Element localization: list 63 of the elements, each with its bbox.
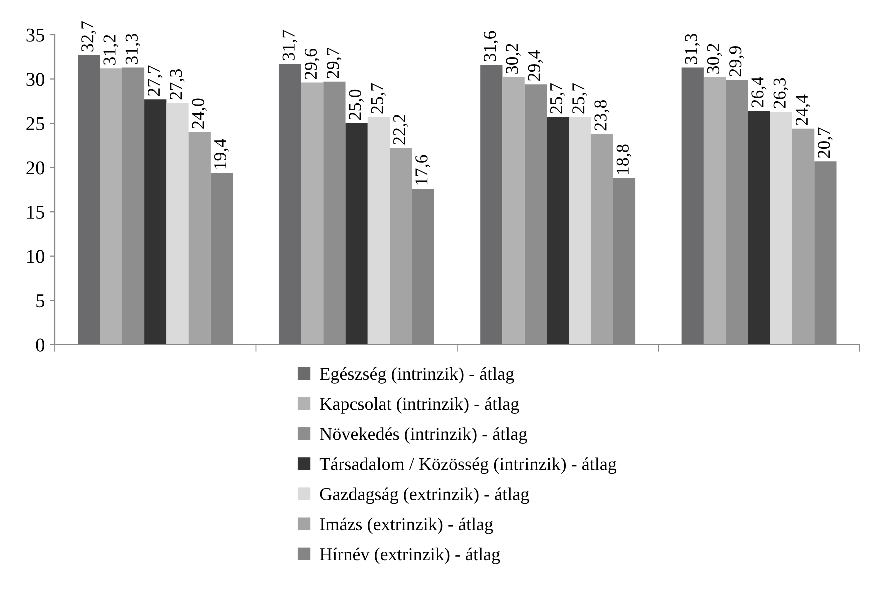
legend-label: Imázs (extrinzik) - átlag bbox=[320, 518, 494, 534]
bar bbox=[792, 128, 815, 345]
data-label: 31,3 bbox=[126, 34, 141, 64]
bar bbox=[279, 64, 302, 345]
data-label: 30,2 bbox=[707, 44, 722, 74]
y-tick-label: 10 bbox=[28, 250, 45, 264]
data-label: 26,3 bbox=[774, 78, 789, 108]
bar bbox=[569, 117, 592, 345]
data-label: 25,7 bbox=[371, 83, 386, 114]
legend-label: Egészség (intrinzik) - átlag bbox=[320, 367, 514, 384]
bar bbox=[704, 77, 726, 345]
data-label: 31,2 bbox=[104, 35, 118, 65]
data-label: 29,7 bbox=[327, 48, 342, 78]
data-label: 18,8 bbox=[616, 144, 632, 174]
bar bbox=[188, 132, 211, 345]
y-tick-label: 15 bbox=[28, 206, 45, 220]
data-label: 29,9 bbox=[730, 46, 744, 77]
bar bbox=[502, 77, 525, 345]
y-tick-label: 30 bbox=[26, 73, 45, 86]
bar bbox=[390, 148, 412, 345]
bar bbox=[591, 134, 614, 345]
data-label: 22,2 bbox=[393, 114, 408, 145]
data-label: 31,3 bbox=[685, 34, 700, 64]
legend-label: Társadalom / Közösség (intrinzik) - átlag bbox=[320, 458, 617, 474]
data-label: 31,6 bbox=[484, 31, 499, 62]
data-label: 20,7 bbox=[818, 128, 833, 158]
legend-label: Gazdagság (extrinzik) - átlag bbox=[320, 488, 530, 504]
data-label: 29,4 bbox=[528, 50, 544, 81]
bar bbox=[547, 117, 570, 345]
data-label: 25,7 bbox=[572, 83, 588, 114]
data-label: 24,0 bbox=[192, 98, 207, 129]
data-label: 27,3 bbox=[170, 69, 185, 100]
data-label: 25,0 bbox=[349, 90, 364, 120]
bar bbox=[144, 100, 167, 345]
bar bbox=[480, 65, 503, 345]
bar bbox=[748, 111, 770, 345]
data-label: 19,4 bbox=[214, 139, 230, 169]
y-tick-label: 0 bbox=[36, 338, 45, 352]
data-label: 24,4 bbox=[796, 94, 811, 126]
data-label: 25,7 bbox=[550, 83, 566, 114]
y-tick-label: 35 bbox=[26, 28, 45, 42]
y-tick-label: 25 bbox=[26, 117, 45, 130]
data-label: 17,6 bbox=[416, 155, 430, 185]
bar bbox=[770, 112, 792, 345]
bar bbox=[682, 68, 704, 345]
bar bbox=[78, 55, 100, 345]
data-label: 30,2 bbox=[506, 44, 521, 74]
data-label: 29,6 bbox=[304, 48, 320, 80]
bar bbox=[166, 103, 189, 345]
legend-label: Növekedés (intrinzik) - átlag bbox=[320, 428, 528, 444]
y-tick-label: 20 bbox=[26, 162, 45, 175]
bar bbox=[100, 68, 122, 345]
y-tick-label: 5 bbox=[36, 294, 45, 308]
bar bbox=[346, 124, 368, 345]
legend-label: Kapcsolat (intrinzik) - átlag bbox=[320, 398, 520, 414]
data-label: 27,7 bbox=[148, 66, 163, 96]
legend-label: Hírnév (extrinzik) - átlag bbox=[320, 548, 500, 564]
data-label: 23,8 bbox=[594, 100, 610, 131]
data-label: 32,7 bbox=[82, 21, 96, 52]
data-label: 26,4 bbox=[752, 77, 766, 108]
bar bbox=[302, 82, 324, 345]
data-label: 31,7 bbox=[282, 30, 298, 61]
bar bbox=[368, 117, 390, 345]
